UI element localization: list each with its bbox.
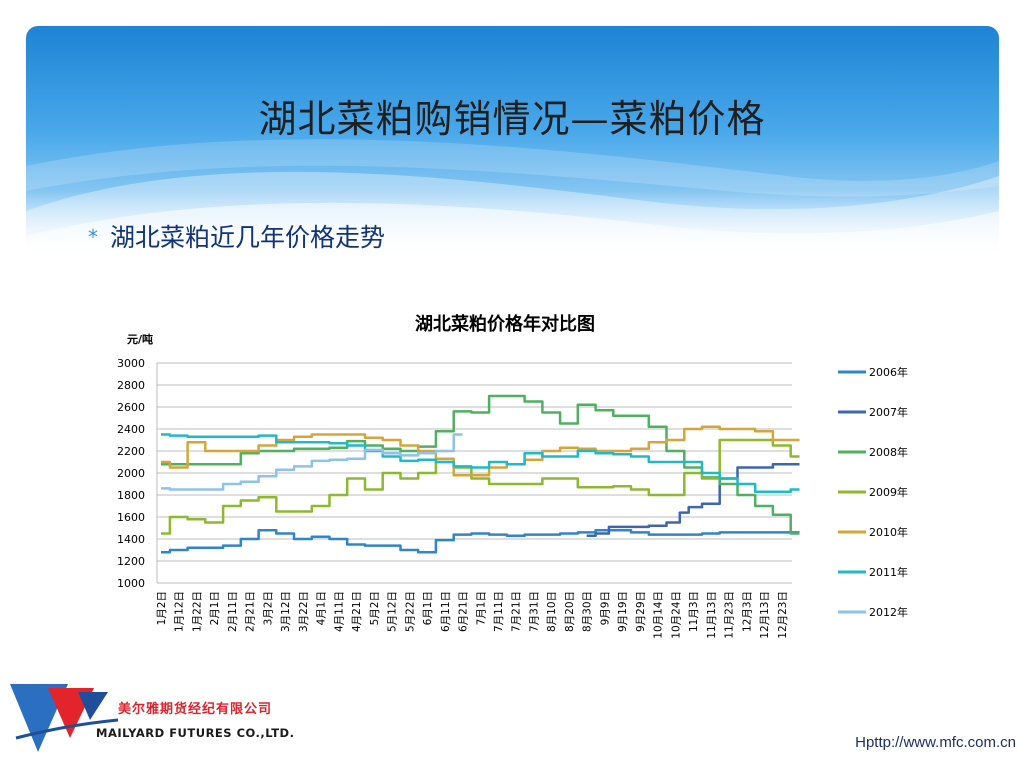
y-tick-label: 1400 (117, 533, 145, 546)
y-tick-label: 2000 (117, 467, 145, 480)
legend-label: 2011年 (869, 565, 908, 579)
footer-url-link[interactable]: Hpttp://www.mfc.com.cn (855, 734, 1016, 751)
legend-label: 2008年 (869, 445, 908, 459)
company-name-cn: 美尔雅期货经纪有限公司 (118, 702, 273, 717)
bullet-item: * 湖北菜粕近几年价格走势 (88, 218, 385, 254)
x-tick-label: 8月30日 (582, 591, 594, 632)
company-logo (10, 684, 119, 752)
x-tick-label: 2月11日 (227, 591, 239, 632)
y-tick-label: 1200 (117, 555, 145, 568)
x-tick-label: 4月21日 (351, 591, 363, 632)
series-line-2008年 (161, 394, 800, 535)
x-tick-label: 5月2日 (369, 591, 381, 625)
x-tick-label: 9月9日 (599, 591, 611, 625)
x-tick-label: 7月31日 (528, 591, 540, 632)
x-tick-label: 7月21日 (511, 591, 523, 632)
series-line-2011年 (161, 433, 800, 493)
x-tick-label: 8月20日 (564, 591, 576, 632)
x-tick-label: 7月11日 (493, 591, 505, 632)
y-tick-label: 2200 (117, 445, 145, 458)
chart-series (161, 394, 800, 554)
legend-label: 2006年 (869, 365, 908, 379)
x-tick-label: 7月1日 (475, 591, 487, 625)
x-tick-label: 6月11日 (440, 591, 452, 632)
chart-title: 湖北菜粕价格年对比图 (415, 313, 595, 335)
x-tick-label: 2月1日 (209, 591, 221, 625)
series-line-2007年 (586, 462, 800, 537)
x-tick-label: 4月1日 (316, 591, 328, 625)
x-tick-label: 11月3日 (688, 591, 700, 632)
x-tick-label: 12月23日 (777, 591, 789, 639)
x-tick-label: 8月10日 (546, 591, 558, 632)
logo-swoosh (15, 718, 119, 740)
x-tick-label: 1月2日 (156, 591, 168, 625)
header-fade (26, 190, 999, 280)
y-axis-unit-label: 元/吨 (127, 332, 153, 346)
x-tick-label: 5月12日 (387, 591, 399, 632)
x-tick-label: 11月13日 (706, 591, 718, 639)
x-tick-label: 6月21日 (458, 591, 470, 632)
series-line-2006年 (161, 528, 800, 554)
x-tick-label: 2月21日 (245, 591, 257, 632)
y-tick-label: 1800 (117, 489, 145, 502)
y-axis-ticks: 1000 1200 1400 1600 1800 2000 2200 2400 2600 2800… (117, 357, 145, 590)
x-tick-label: 5月22日 (404, 591, 416, 632)
x-tick-label: 1月12日 (174, 591, 186, 632)
y-tick-label: 2800 (117, 379, 145, 392)
y-tick-label: 1000 (117, 577, 145, 590)
x-tick-label: 9月19日 (617, 591, 629, 632)
company-name-en: MAILYARD FUTURES CO.,LTD. (96, 726, 295, 740)
legend-label: 2012年 (869, 605, 908, 619)
x-tick-label: 11月23日 (724, 591, 736, 639)
x-tick-label: 10月24日 (670, 591, 682, 639)
series-line-2012年 (161, 433, 463, 491)
x-tick-label: 4月11日 (333, 591, 345, 632)
y-tick-label: 3000 (117, 357, 145, 370)
legend-label: 2010年 (869, 525, 908, 539)
logo-small-triangle (78, 692, 108, 720)
chart-legend: 2006年 2007年 2008年 2009年 2010年 2011年 2012年 (838, 365, 908, 619)
x-tick-label: 3月2日 (262, 591, 274, 625)
legend-label: 2009年 (869, 485, 908, 499)
bullet-text: 湖北菜粕近几年价格走势 (110, 223, 386, 252)
x-tick-label: 12月3日 (741, 591, 753, 632)
x-axis-ticks: 1月2日 1月12日 1月22日 2月1日 2月11日 2月21日 3月2日 3月12日 3月2… (156, 591, 789, 639)
bullet-mark-icon: * (88, 225, 98, 249)
slide-title: 湖北菜粕购销情况—菜粕价格 (258, 97, 766, 141)
y-tick-label: 2400 (117, 423, 145, 436)
legend-label: 2007年 (869, 405, 908, 419)
x-tick-label: 1月22日 (191, 591, 203, 632)
x-tick-label: 6月1日 (422, 591, 434, 625)
x-tick-label: 3月22日 (298, 591, 310, 632)
x-tick-label: 9月29日 (635, 591, 647, 632)
series-line-2010年 (161, 425, 800, 477)
logo-blue-triangle (10, 684, 68, 752)
x-tick-label: 3月12日 (280, 591, 292, 632)
x-tick-label: 10月14日 (653, 591, 665, 639)
y-tick-label: 2600 (117, 401, 145, 414)
x-tick-label: 12月13日 (759, 591, 771, 639)
y-tick-label: 1600 (117, 511, 145, 524)
